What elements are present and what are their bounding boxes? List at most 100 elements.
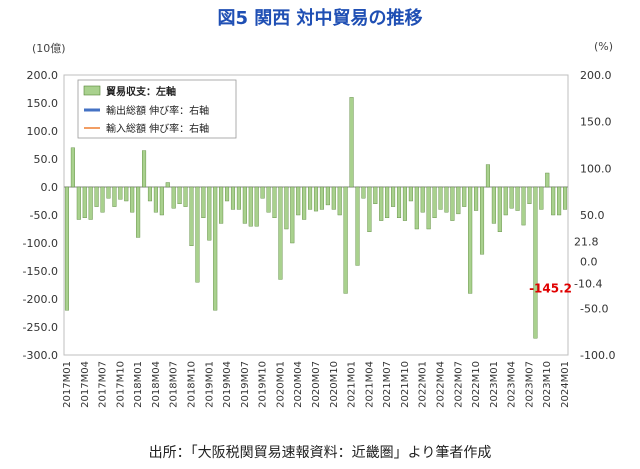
- balance-bar: [509, 186, 514, 209]
- balance-bar: [284, 186, 289, 230]
- balance-bar: [562, 186, 568, 210]
- balance-bar: [367, 186, 372, 232]
- balance-bar: [456, 186, 461, 215]
- balance-bar: [100, 186, 105, 213]
- balance-bar: [254, 186, 259, 227]
- balance-bar: [527, 186, 532, 204]
- balance-bar: [539, 186, 544, 210]
- balance-bar: [325, 186, 330, 206]
- left-tick-label: 200.0: [27, 69, 59, 82]
- balance-bar: [88, 186, 93, 220]
- imports-last-label: -10.4: [574, 277, 602, 290]
- left-tick-label: -250.0: [23, 321, 58, 334]
- right-tick-label: 200.0: [580, 69, 612, 82]
- balance-bar: [414, 186, 419, 230]
- balance-bar: [189, 186, 194, 246]
- balance-bar: [408, 186, 413, 202]
- balance-bar: [420, 186, 425, 213]
- balance-bar: [278, 186, 283, 280]
- balance-bar: [319, 186, 324, 210]
- source-note: 出所：「大阪税関貿易速報資料：近畿圏」より筆者作成: [148, 445, 492, 461]
- balance-bar: [177, 186, 182, 204]
- balance-bar: [76, 186, 81, 220]
- balance-bar: [236, 186, 241, 210]
- x-tick-label: 2021M04: [364, 361, 375, 408]
- left-tick-label: 150.0: [27, 97, 59, 110]
- exports-last-label: 21.8: [574, 235, 599, 248]
- balance-bar: [94, 186, 99, 207]
- balance-bar: [450, 186, 455, 221]
- x-tick-label: 2020M04: [293, 361, 304, 408]
- x-tick-label: 2019M07: [240, 361, 251, 408]
- left-tick-label: -200.0: [23, 293, 58, 306]
- x-tick-label: 2022M07: [453, 361, 464, 408]
- left-tick-label: -300.0: [23, 349, 58, 362]
- balance-bar: [385, 186, 390, 218]
- balance-bar: [551, 186, 556, 216]
- x-tick-label: 2017M10: [115, 361, 126, 408]
- legend-imports-label: 輸入総額 伸び率：右軸: [106, 122, 209, 135]
- balance-bar: [479, 186, 485, 255]
- left-tick-label: -100.0: [23, 237, 58, 250]
- balance-bar: [533, 186, 538, 339]
- x-tick-label: 2018M10: [186, 361, 197, 408]
- x-tick-label: 2019M10: [258, 361, 269, 408]
- x-tick-label: 2019M04: [222, 361, 233, 408]
- balance-bar: [142, 150, 147, 188]
- legend-box: [77, 79, 237, 139]
- x-tick-label: 2017M07: [98, 361, 109, 408]
- balance-bar: [112, 186, 117, 207]
- x-tick-label: 2024M01: [560, 361, 571, 408]
- x-tick-label: 2022M04: [436, 361, 447, 408]
- balance-bar: [462, 186, 467, 207]
- balance-bar: [272, 186, 277, 218]
- balance-bar: [313, 186, 319, 212]
- balance-bar: [106, 186, 111, 199]
- balance-bar: [165, 182, 170, 188]
- balance-bar: [485, 164, 490, 188]
- balance-bar: [260, 186, 265, 199]
- left-tick-label: -150.0: [23, 265, 58, 278]
- balance-bar: [426, 186, 431, 230]
- balance-bar: [391, 186, 396, 207]
- x-tick-label: 2021M07: [382, 361, 393, 408]
- balance-bar: [147, 186, 153, 202]
- balance-bar: [432, 186, 437, 218]
- balance-bar: [225, 186, 230, 202]
- balance-bar: [266, 186, 271, 213]
- balance-bar: [296, 186, 301, 216]
- chart-title: 図5 関西 対中貿易の推移: [217, 8, 423, 29]
- balance-bar: [503, 186, 508, 216]
- balance-bar: [379, 186, 384, 221]
- x-tick-label: 2022M01: [418, 361, 429, 408]
- balance-bar: [124, 186, 129, 202]
- x-tick-label: 2023M04: [507, 361, 518, 408]
- balance-bar: [373, 186, 378, 204]
- balance-bar: [302, 186, 307, 220]
- balance-last-label: -145.2: [529, 281, 572, 295]
- left-tick-label: 0.0: [41, 181, 59, 194]
- balance-bar: [308, 186, 313, 210]
- x-tick-label: 2023M01: [489, 361, 500, 408]
- x-tick-label: 2020M07: [311, 361, 322, 408]
- balance-bar: [201, 186, 206, 218]
- balance-bar: [136, 186, 141, 238]
- balance-bar: [230, 186, 236, 210]
- plot-area: [63, 74, 569, 356]
- balance-bar: [521, 186, 526, 226]
- x-tick-label: 2017M04: [80, 361, 91, 408]
- balance-bar: [331, 186, 336, 210]
- left-tick-label: -50.0: [30, 209, 58, 222]
- x-tick-label: 2019M01: [204, 361, 215, 408]
- balance-bar: [474, 186, 479, 211]
- balance-bar: [438, 186, 443, 210]
- balance-bar: [337, 186, 342, 216]
- right-tick-label: 50.0: [580, 209, 605, 222]
- right-tick-label: -100.0: [580, 349, 615, 362]
- right-tick-label: -50.0: [580, 302, 608, 315]
- legend-exports-label: 輸出総額 伸び率：右軸: [106, 104, 209, 117]
- balance-bar: [396, 186, 402, 218]
- balance-bar: [497, 186, 502, 232]
- balance-bar: [444, 186, 449, 213]
